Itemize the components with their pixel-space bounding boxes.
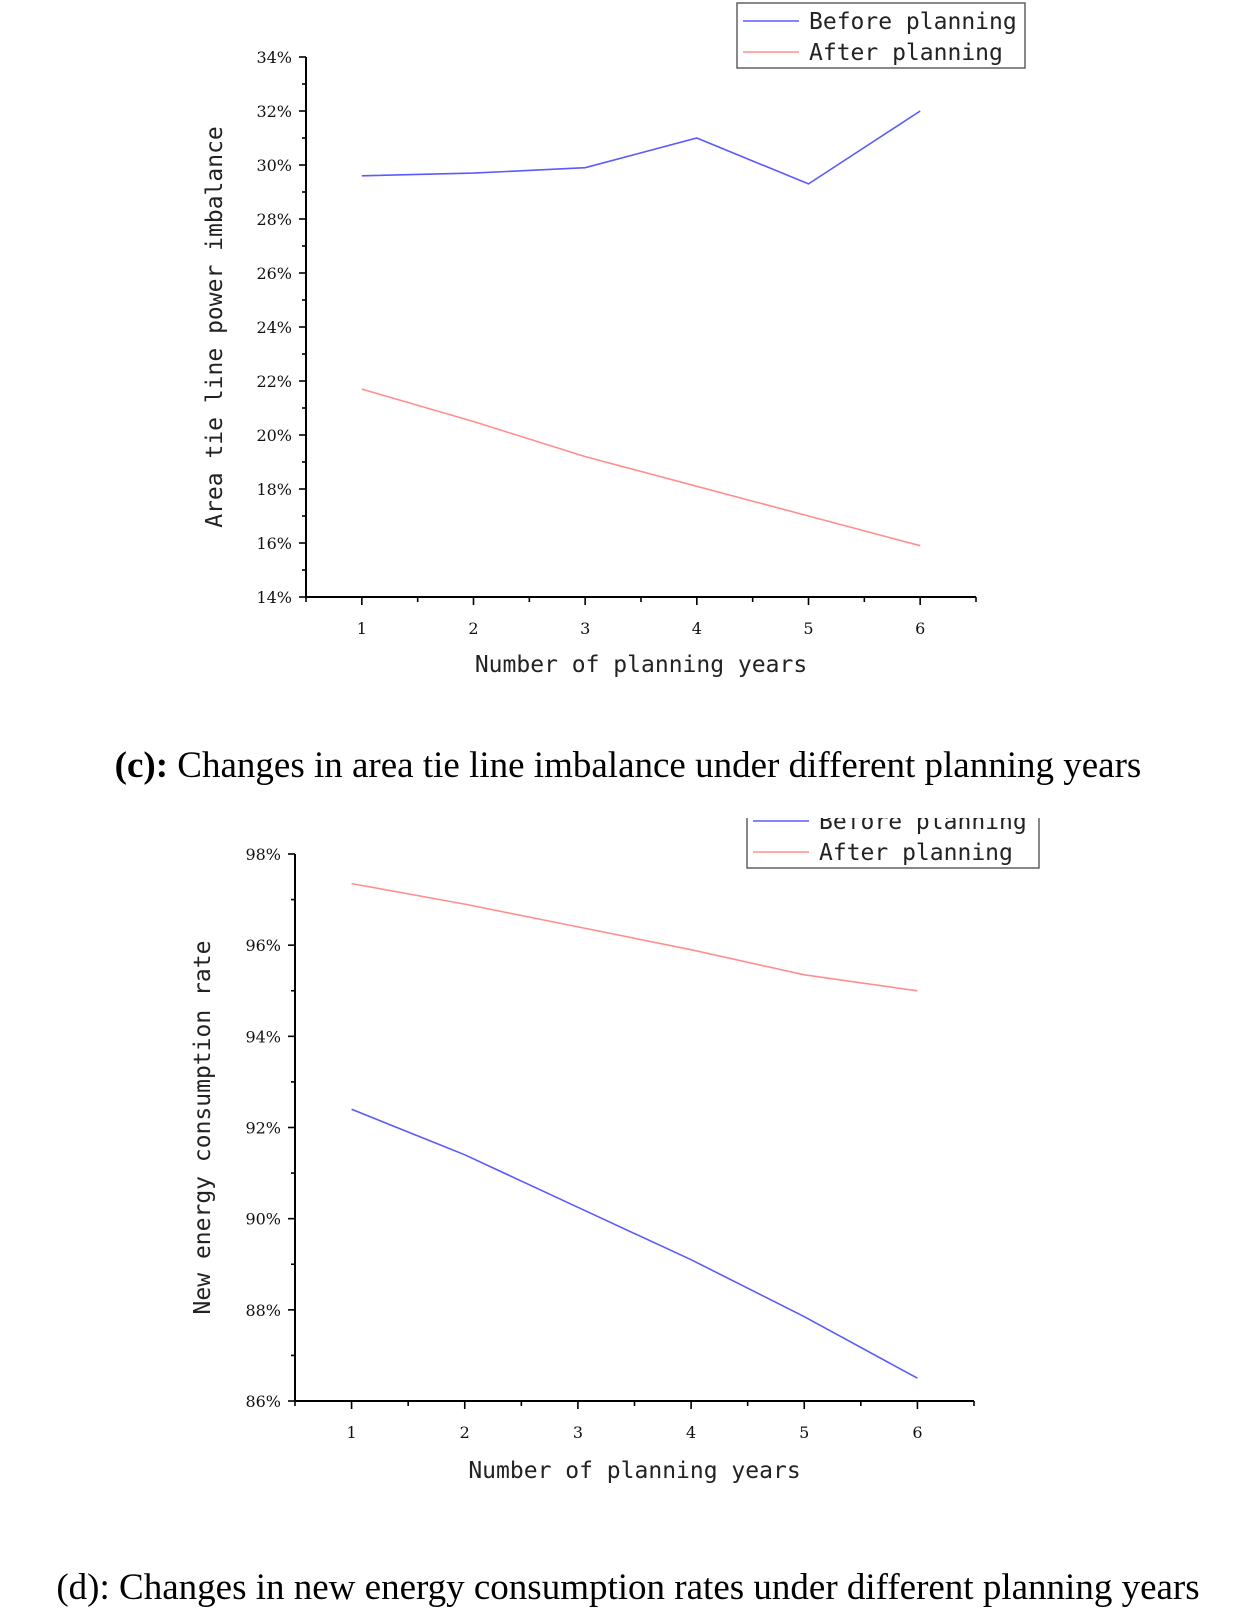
series-line-after-planning — [351, 882, 918, 992]
y-tick-label: 86% — [245, 1392, 281, 1411]
chart-d: 86% 88% 90% 92% 94% 96% 98% 1 2 3 4 5 6 Number of pla… — [190, 818, 1040, 1484]
chart-c: 14% 16% 18% 20% 22% 24% 26% 28% 30% 32% 34% 1 2 3 4 5 6 N… — [202, 2, 1026, 678]
y-tick-label: 32% — [256, 102, 292, 121]
x-tick-label: 6 — [912, 1423, 922, 1442]
x-tick-label: 2 — [460, 1423, 470, 1442]
series-line-after-planning — [361, 388, 921, 547]
x-tick-label: 3 — [580, 619, 590, 638]
x-tick-label: 6 — [915, 619, 925, 638]
x-axis-title: Number of planning years — [475, 652, 807, 678]
x-tick-label: 5 — [803, 619, 813, 638]
y-axis-title: New energy consumption rate — [190, 941, 216, 1315]
caption-d-prefix: (d): — [56, 1567, 110, 1608]
caption-c-prefix: (c): — [114, 745, 169, 786]
legend-box — [746, 818, 1040, 869]
x-tick-label: 1 — [346, 1423, 356, 1442]
y-tick-label: 30% — [256, 156, 292, 175]
y-tick-label: 94% — [245, 1027, 281, 1046]
y-tick-label: 90% — [245, 1210, 281, 1229]
legend-label-after-planning: After planning — [809, 40, 1003, 66]
y-tick-label: 16% — [256, 534, 292, 553]
x-tick-label: 3 — [573, 1423, 583, 1442]
y-tick-label: 34% — [256, 48, 292, 67]
y-tick-label: 24% — [256, 318, 292, 337]
y-tick-label: 98% — [245, 845, 281, 864]
caption-c-text: Changes in area tie line imbalance under… — [168, 745, 1142, 786]
y-tick-label: 22% — [256, 372, 292, 391]
y-tick-label: 28% — [256, 210, 292, 229]
x-tick-label: 1 — [357, 619, 367, 638]
y-tick-label: 96% — [245, 936, 281, 955]
figure-caption-c: (c): Changes in area tie line imbalance … — [0, 744, 1256, 787]
series-line-before-planning — [351, 1108, 918, 1379]
y-axis-title: Area tie line power imbalance — [202, 126, 228, 528]
series-line-before-planning — [361, 110, 921, 185]
y-tick-label: 88% — [245, 1301, 281, 1320]
y-tick-label: 26% — [256, 264, 292, 283]
x-tick-label: 4 — [692, 619, 702, 638]
figure-caption-d: (d): Changes in new energy consumption r… — [0, 1566, 1256, 1609]
x-tick-label: 2 — [468, 619, 478, 638]
y-tick-label: 18% — [256, 480, 292, 499]
y-tick-label: 20% — [256, 426, 292, 445]
y-tick-label: 14% — [256, 588, 292, 607]
x-tick-label: 5 — [799, 1423, 809, 1442]
caption-d-text: Changes in new energy consumption rates … — [109, 1567, 1200, 1608]
x-tick-label: 4 — [686, 1423, 696, 1442]
legend-box — [736, 2, 1026, 69]
x-axis-title: Number of planning years — [468, 1458, 800, 1484]
legend-label-before-planning: Before planning — [819, 818, 1027, 835]
legend-label-after-planning: After planning — [819, 840, 1013, 866]
y-tick-label: 92% — [245, 1119, 281, 1138]
legend-label-before-planning: Before planning — [809, 9, 1017, 35]
